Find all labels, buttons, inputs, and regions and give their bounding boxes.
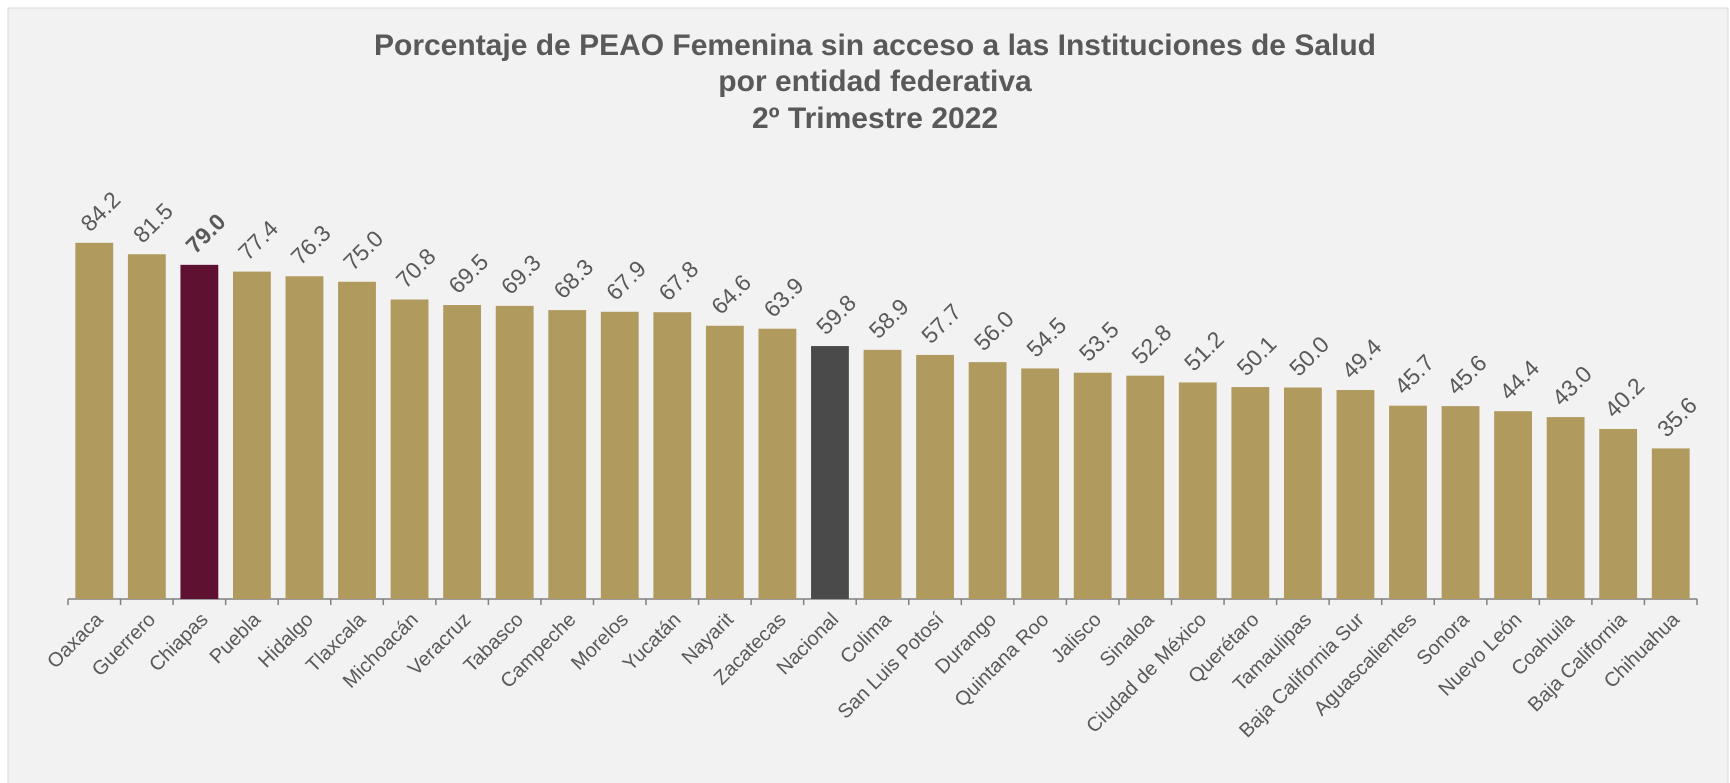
chart-title: por entidad federativa (718, 65, 1032, 98)
bar (233, 271, 271, 599)
bar (1231, 387, 1270, 599)
bar (180, 264, 219, 599)
bar (495, 305, 534, 599)
bar (653, 312, 692, 599)
chart-title: 2º Trimestre 2022 (752, 102, 998, 135)
bar (1651, 448, 1690, 599)
bar (1441, 406, 1480, 599)
bar (1599, 428, 1638, 599)
bar (758, 328, 797, 599)
bar (1073, 372, 1112, 599)
bar (1021, 368, 1060, 599)
bar (127, 254, 166, 599)
bar (1494, 411, 1532, 599)
bar (1389, 405, 1427, 599)
bar (1283, 387, 1322, 599)
chart-title: Porcentaje de PEAO Femenina sin acceso a… (374, 29, 1376, 62)
bar (390, 299, 429, 599)
bar (75, 242, 114, 600)
bar (548, 310, 587, 599)
bar (968, 362, 1007, 599)
bar (600, 311, 639, 599)
bar (916, 354, 954, 599)
bar (338, 281, 376, 599)
bar (1126, 375, 1165, 599)
bar (1336, 390, 1375, 599)
bar (811, 346, 849, 599)
bar (443, 305, 482, 599)
bar (285, 276, 324, 599)
bar (705, 325, 744, 599)
bar (1178, 382, 1217, 599)
bar (1546, 417, 1585, 599)
bar (863, 349, 902, 599)
